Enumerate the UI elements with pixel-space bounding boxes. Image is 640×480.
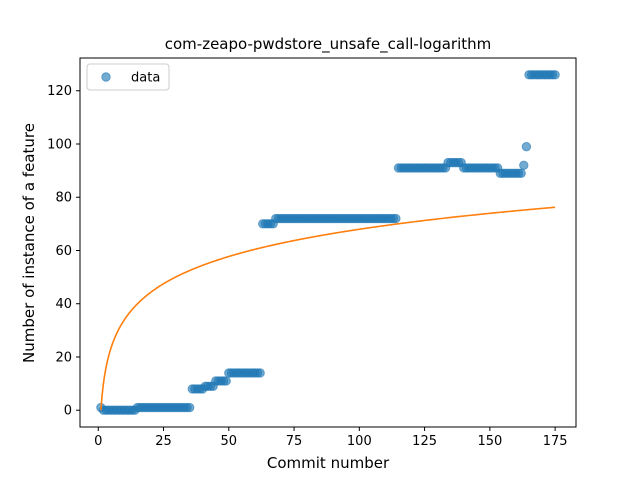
data-point <box>519 160 529 170</box>
y-tick-label: 40 <box>55 297 72 312</box>
x-tick-label: 150 <box>477 434 502 449</box>
legend-label: data <box>131 71 160 86</box>
y-tick-label: 100 <box>47 137 72 152</box>
data-point <box>391 213 401 224</box>
chart-title: com-zeapo-pwdstore_unsafe_call-logarithm <box>165 35 492 54</box>
y-tick-label: 0 <box>64 404 72 419</box>
data-point <box>221 376 231 386</box>
legend-box <box>86 63 170 91</box>
data-point <box>550 70 560 80</box>
plot-area: 0 25 50 75 100 125 150 175 0 20 40 60 80 100 120 <box>47 57 577 449</box>
data-point <box>516 168 526 178</box>
y-tick-label: 60 <box>55 244 72 259</box>
data-point <box>521 141 532 152</box>
axes-frame <box>79 57 577 428</box>
x-tick-label: 50 <box>221 434 238 449</box>
x-tick-label: 25 <box>155 434 172 449</box>
x-tick-label: 75 <box>286 434 303 449</box>
x-tick-label: 0 <box>94 434 102 449</box>
data-points <box>96 70 560 415</box>
x-tick-label: 125 <box>412 434 437 449</box>
fit-curve <box>100 206 556 411</box>
legend-marker <box>101 72 111 82</box>
y-tick-label: 80 <box>55 191 72 206</box>
y-axis-label: Number of instance of a feature <box>20 123 38 363</box>
x-tick-label: 175 <box>543 434 568 449</box>
x-tick-label: 100 <box>347 434 372 449</box>
data-point <box>184 402 195 413</box>
data-point <box>255 368 265 378</box>
legend: data <box>86 63 170 91</box>
y-tick-label: 120 <box>47 84 72 99</box>
x-axis-label: Commit number <box>267 454 390 472</box>
y-tick-label: 20 <box>55 350 72 365</box>
